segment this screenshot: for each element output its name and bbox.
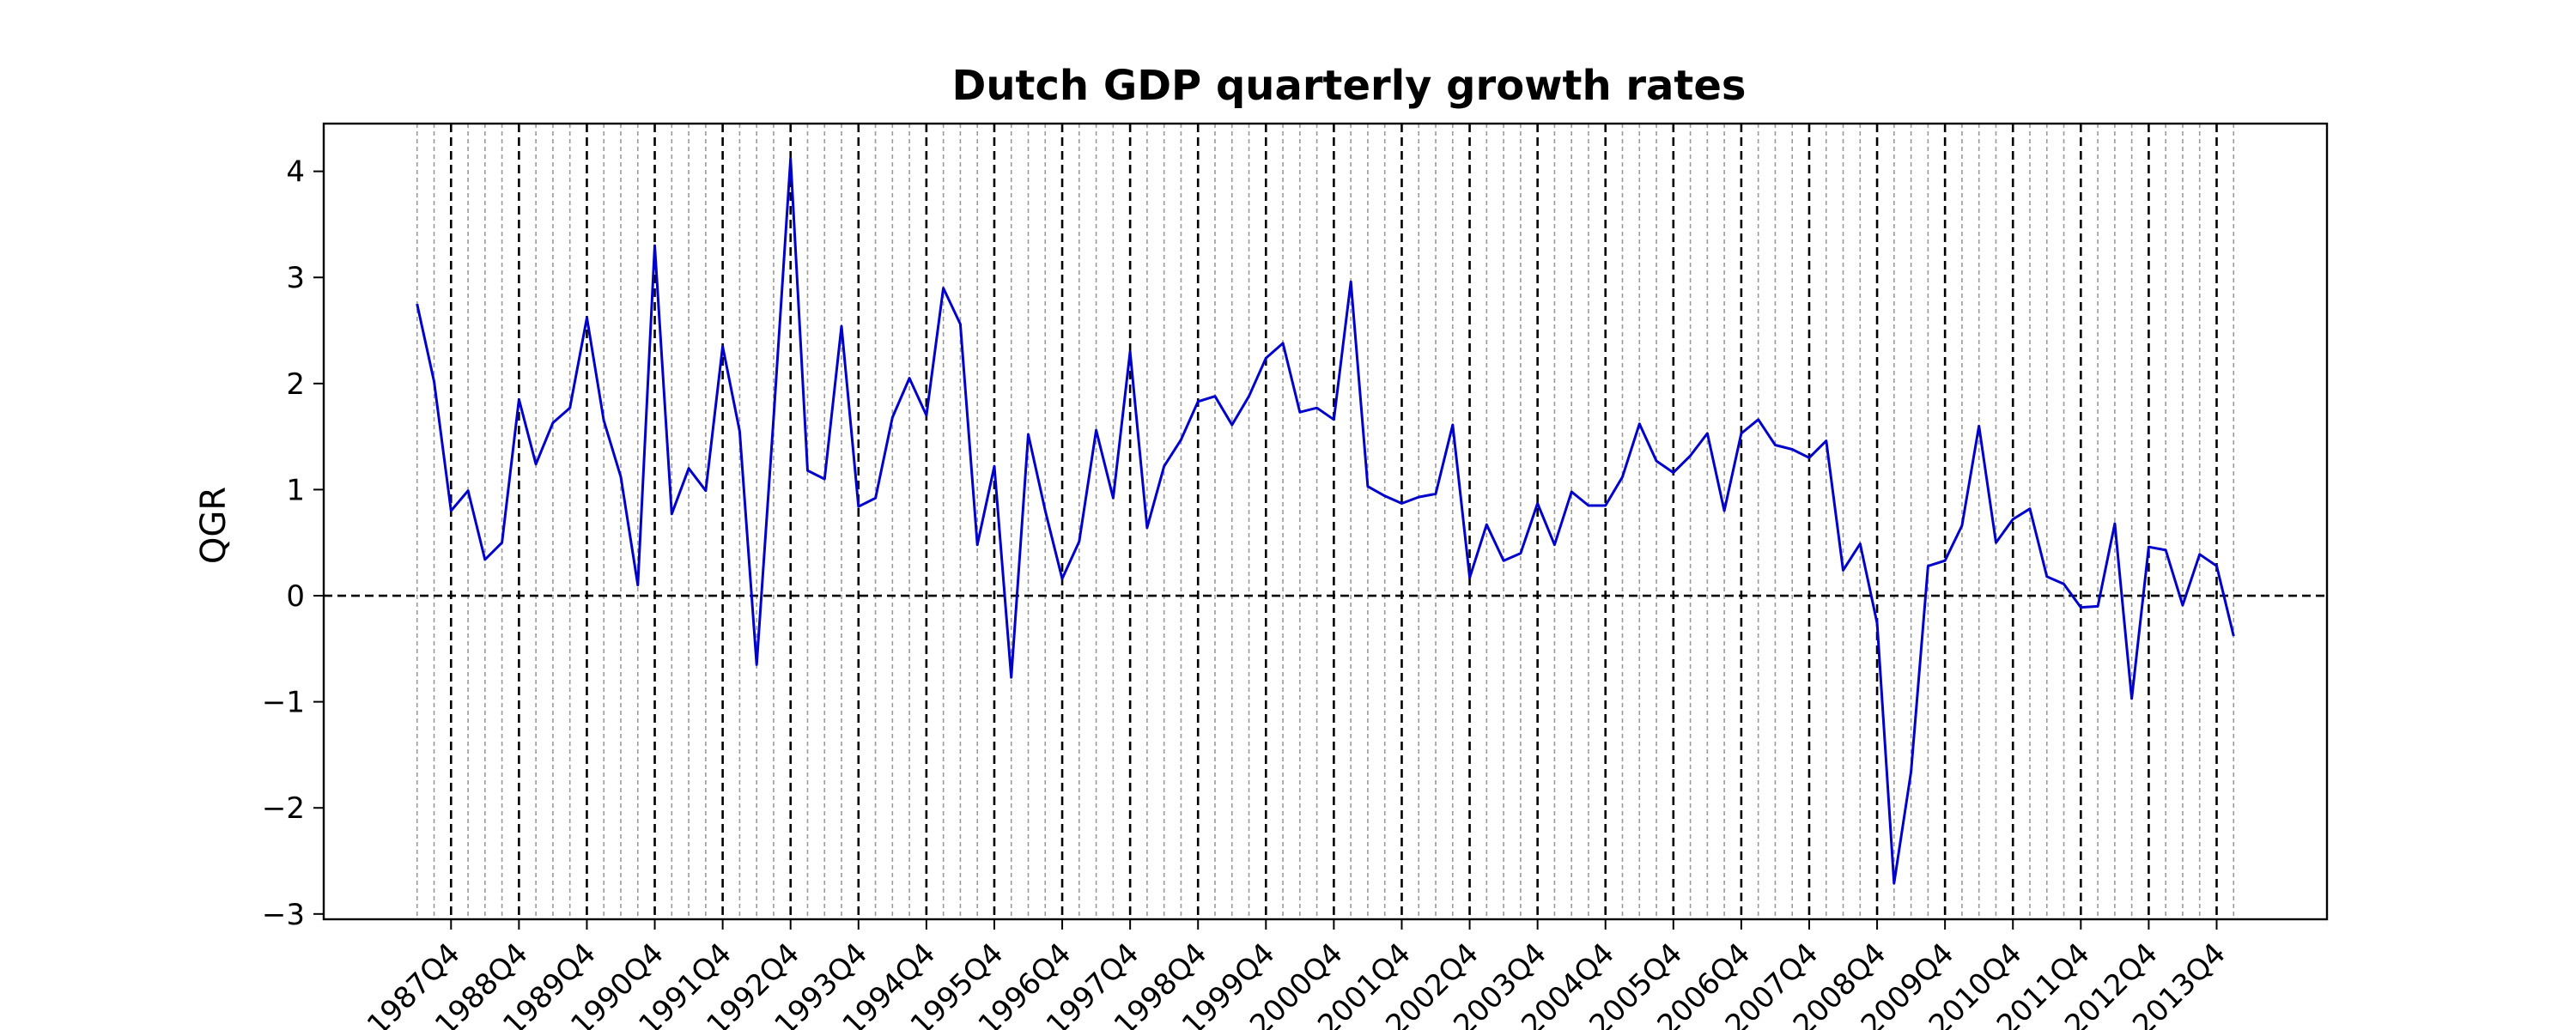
- y-tick-label: −1: [262, 686, 305, 720]
- plot-frame: [322, 122, 2329, 921]
- chart-title: Dutch GDP quarterly growth rates: [952, 62, 1747, 110]
- y-tick-label: 3: [286, 261, 305, 295]
- y-tick-label: 0: [286, 579, 305, 614]
- y-axis: −3 −2 −1 0 1 2 3 4: [262, 155, 324, 932]
- y-axis-label: QGR: [194, 487, 234, 564]
- y-tick-label: −3: [262, 898, 305, 932]
- quarter-gridlines: [416, 124, 2235, 919]
- y-tick-label: 1: [286, 473, 305, 507]
- y-tick-label: 4: [286, 155, 305, 190]
- y-tick-label: −2: [262, 791, 305, 826]
- series-line-qgr: [416, 157, 2235, 885]
- series-layer: [416, 157, 2235, 885]
- y-tick-label: 2: [286, 367, 305, 402]
